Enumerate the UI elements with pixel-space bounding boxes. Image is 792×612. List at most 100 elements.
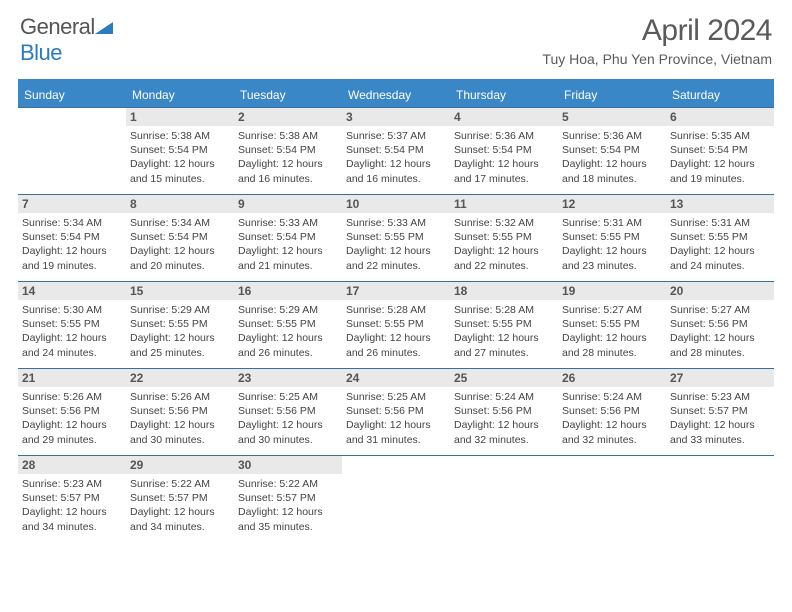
day-body: Sunrise: 5:26 AMSunset: 5:56 PMDaylight:…: [18, 387, 126, 451]
day-cell: [18, 108, 126, 194]
day-number: 6: [666, 108, 774, 126]
day-body: Sunrise: 5:23 AMSunset: 5:57 PMDaylight:…: [666, 387, 774, 451]
day-number: 19: [558, 282, 666, 300]
day-body: Sunrise: 5:25 AMSunset: 5:56 PMDaylight:…: [234, 387, 342, 451]
day-body: Sunrise: 5:28 AMSunset: 5:55 PMDaylight:…: [450, 300, 558, 364]
daylight-text: Daylight: 12 hours and 31 minutes.: [346, 418, 446, 446]
day-cell: 19Sunrise: 5:27 AMSunset: 5:55 PMDayligh…: [558, 282, 666, 368]
sunrise-text: Sunrise: 5:32 AM: [454, 216, 554, 230]
daylight-text: Daylight: 12 hours and 21 minutes.: [238, 244, 338, 272]
week-row: 7Sunrise: 5:34 AMSunset: 5:54 PMDaylight…: [18, 194, 774, 281]
sunrise-text: Sunrise: 5:33 AM: [238, 216, 338, 230]
day-number: 8: [126, 195, 234, 213]
day-body: Sunrise: 5:32 AMSunset: 5:55 PMDaylight:…: [450, 213, 558, 277]
sunset-text: Sunset: 5:56 PM: [346, 404, 446, 418]
day-body: Sunrise: 5:24 AMSunset: 5:56 PMDaylight:…: [450, 387, 558, 451]
day-number: 13: [666, 195, 774, 213]
page-header: General Blue April 2024 Tuy Hoa, Phu Yen…: [0, 0, 792, 73]
day-cell: 14Sunrise: 5:30 AMSunset: 5:55 PMDayligh…: [18, 282, 126, 368]
sunrise-text: Sunrise: 5:31 AM: [562, 216, 662, 230]
day-body: Sunrise: 5:27 AMSunset: 5:55 PMDaylight:…: [558, 300, 666, 364]
sunrise-text: Sunrise: 5:26 AM: [130, 390, 230, 404]
day-number: 18: [450, 282, 558, 300]
day-body: Sunrise: 5:28 AMSunset: 5:55 PMDaylight:…: [342, 300, 450, 364]
sunset-text: Sunset: 5:54 PM: [238, 230, 338, 244]
daylight-text: Daylight: 12 hours and 26 minutes.: [238, 331, 338, 359]
sunrise-text: Sunrise: 5:29 AM: [130, 303, 230, 317]
daylight-text: Daylight: 12 hours and 29 minutes.: [22, 418, 122, 446]
day-number: 29: [126, 456, 234, 474]
daylight-text: Daylight: 12 hours and 30 minutes.: [238, 418, 338, 446]
sunrise-text: Sunrise: 5:34 AM: [130, 216, 230, 230]
dow-cell: Tuesday: [234, 84, 342, 107]
day-number: 27: [666, 369, 774, 387]
sunset-text: Sunset: 5:55 PM: [562, 230, 662, 244]
day-body: Sunrise: 5:26 AMSunset: 5:56 PMDaylight:…: [126, 387, 234, 451]
dow-cell: Sunday: [18, 84, 126, 107]
daylight-text: Daylight: 12 hours and 15 minutes.: [130, 157, 230, 185]
day-number: 26: [558, 369, 666, 387]
daylight-text: Daylight: 12 hours and 16 minutes.: [346, 157, 446, 185]
sunrise-text: Sunrise: 5:25 AM: [346, 390, 446, 404]
day-number: 28: [18, 456, 126, 474]
sunset-text: Sunset: 5:55 PM: [238, 317, 338, 331]
day-cell: 4Sunrise: 5:36 AMSunset: 5:54 PMDaylight…: [450, 108, 558, 194]
sunset-text: Sunset: 5:54 PM: [22, 230, 122, 244]
sunset-text: Sunset: 5:54 PM: [454, 143, 554, 157]
day-number: 15: [126, 282, 234, 300]
sunset-text: Sunset: 5:56 PM: [238, 404, 338, 418]
day-body: Sunrise: 5:27 AMSunset: 5:56 PMDaylight:…: [666, 300, 774, 364]
day-body: Sunrise: 5:25 AMSunset: 5:56 PMDaylight:…: [342, 387, 450, 451]
dow-row: Sunday Monday Tuesday Wednesday Thursday…: [18, 84, 774, 107]
day-body: Sunrise: 5:31 AMSunset: 5:55 PMDaylight:…: [558, 213, 666, 277]
sunset-text: Sunset: 5:54 PM: [130, 230, 230, 244]
sunset-text: Sunset: 5:54 PM: [670, 143, 770, 157]
daylight-text: Daylight: 12 hours and 19 minutes.: [670, 157, 770, 185]
daylight-text: Daylight: 12 hours and 34 minutes.: [130, 505, 230, 533]
sunrise-text: Sunrise: 5:24 AM: [562, 390, 662, 404]
dow-cell: Monday: [126, 84, 234, 107]
day-cell: 18Sunrise: 5:28 AMSunset: 5:55 PMDayligh…: [450, 282, 558, 368]
day-cell: 22Sunrise: 5:26 AMSunset: 5:56 PMDayligh…: [126, 369, 234, 455]
day-body: Sunrise: 5:38 AMSunset: 5:54 PMDaylight:…: [126, 126, 234, 190]
day-cell: 24Sunrise: 5:25 AMSunset: 5:56 PMDayligh…: [342, 369, 450, 455]
day-cell: 25Sunrise: 5:24 AMSunset: 5:56 PMDayligh…: [450, 369, 558, 455]
sunset-text: Sunset: 5:56 PM: [562, 404, 662, 418]
daylight-text: Daylight: 12 hours and 24 minutes.: [22, 331, 122, 359]
location-text: Tuy Hoa, Phu Yen Province, Vietnam: [542, 51, 772, 67]
day-number: 20: [666, 282, 774, 300]
daylight-text: Daylight: 12 hours and 28 minutes.: [670, 331, 770, 359]
sunset-text: Sunset: 5:55 PM: [670, 230, 770, 244]
logo-word1: General: [20, 14, 95, 39]
sunset-text: Sunset: 5:55 PM: [22, 317, 122, 331]
day-cell: 3Sunrise: 5:37 AMSunset: 5:54 PMDaylight…: [342, 108, 450, 194]
sunrise-text: Sunrise: 5:31 AM: [670, 216, 770, 230]
day-cell: 17Sunrise: 5:28 AMSunset: 5:55 PMDayligh…: [342, 282, 450, 368]
day-body: Sunrise: 5:36 AMSunset: 5:54 PMDaylight:…: [450, 126, 558, 190]
sunrise-text: Sunrise: 5:23 AM: [670, 390, 770, 404]
day-number: 4: [450, 108, 558, 126]
sunrise-text: Sunrise: 5:23 AM: [22, 477, 122, 491]
day-cell: 10Sunrise: 5:33 AMSunset: 5:55 PMDayligh…: [342, 195, 450, 281]
day-number: 1: [126, 108, 234, 126]
week-row: 14Sunrise: 5:30 AMSunset: 5:55 PMDayligh…: [18, 281, 774, 368]
day-number: 14: [18, 282, 126, 300]
daylight-text: Daylight: 12 hours and 30 minutes.: [130, 418, 230, 446]
day-cell: [342, 456, 450, 542]
sunset-text: Sunset: 5:55 PM: [562, 317, 662, 331]
daylight-text: Daylight: 12 hours and 22 minutes.: [454, 244, 554, 272]
sunset-text: Sunset: 5:55 PM: [130, 317, 230, 331]
day-cell: 11Sunrise: 5:32 AMSunset: 5:55 PMDayligh…: [450, 195, 558, 281]
day-cell: 28Sunrise: 5:23 AMSunset: 5:57 PMDayligh…: [18, 456, 126, 542]
sunrise-text: Sunrise: 5:33 AM: [346, 216, 446, 230]
sunset-text: Sunset: 5:55 PM: [454, 317, 554, 331]
day-cell: 16Sunrise: 5:29 AMSunset: 5:55 PMDayligh…: [234, 282, 342, 368]
day-body: Sunrise: 5:29 AMSunset: 5:55 PMDaylight:…: [126, 300, 234, 364]
day-body: Sunrise: 5:33 AMSunset: 5:55 PMDaylight:…: [342, 213, 450, 277]
day-number: 25: [450, 369, 558, 387]
sunrise-text: Sunrise: 5:36 AM: [562, 129, 662, 143]
week-row: 1Sunrise: 5:38 AMSunset: 5:54 PMDaylight…: [18, 107, 774, 194]
sunset-text: Sunset: 5:54 PM: [562, 143, 662, 157]
sunrise-text: Sunrise: 5:36 AM: [454, 129, 554, 143]
week-row: 21Sunrise: 5:26 AMSunset: 5:56 PMDayligh…: [18, 368, 774, 455]
